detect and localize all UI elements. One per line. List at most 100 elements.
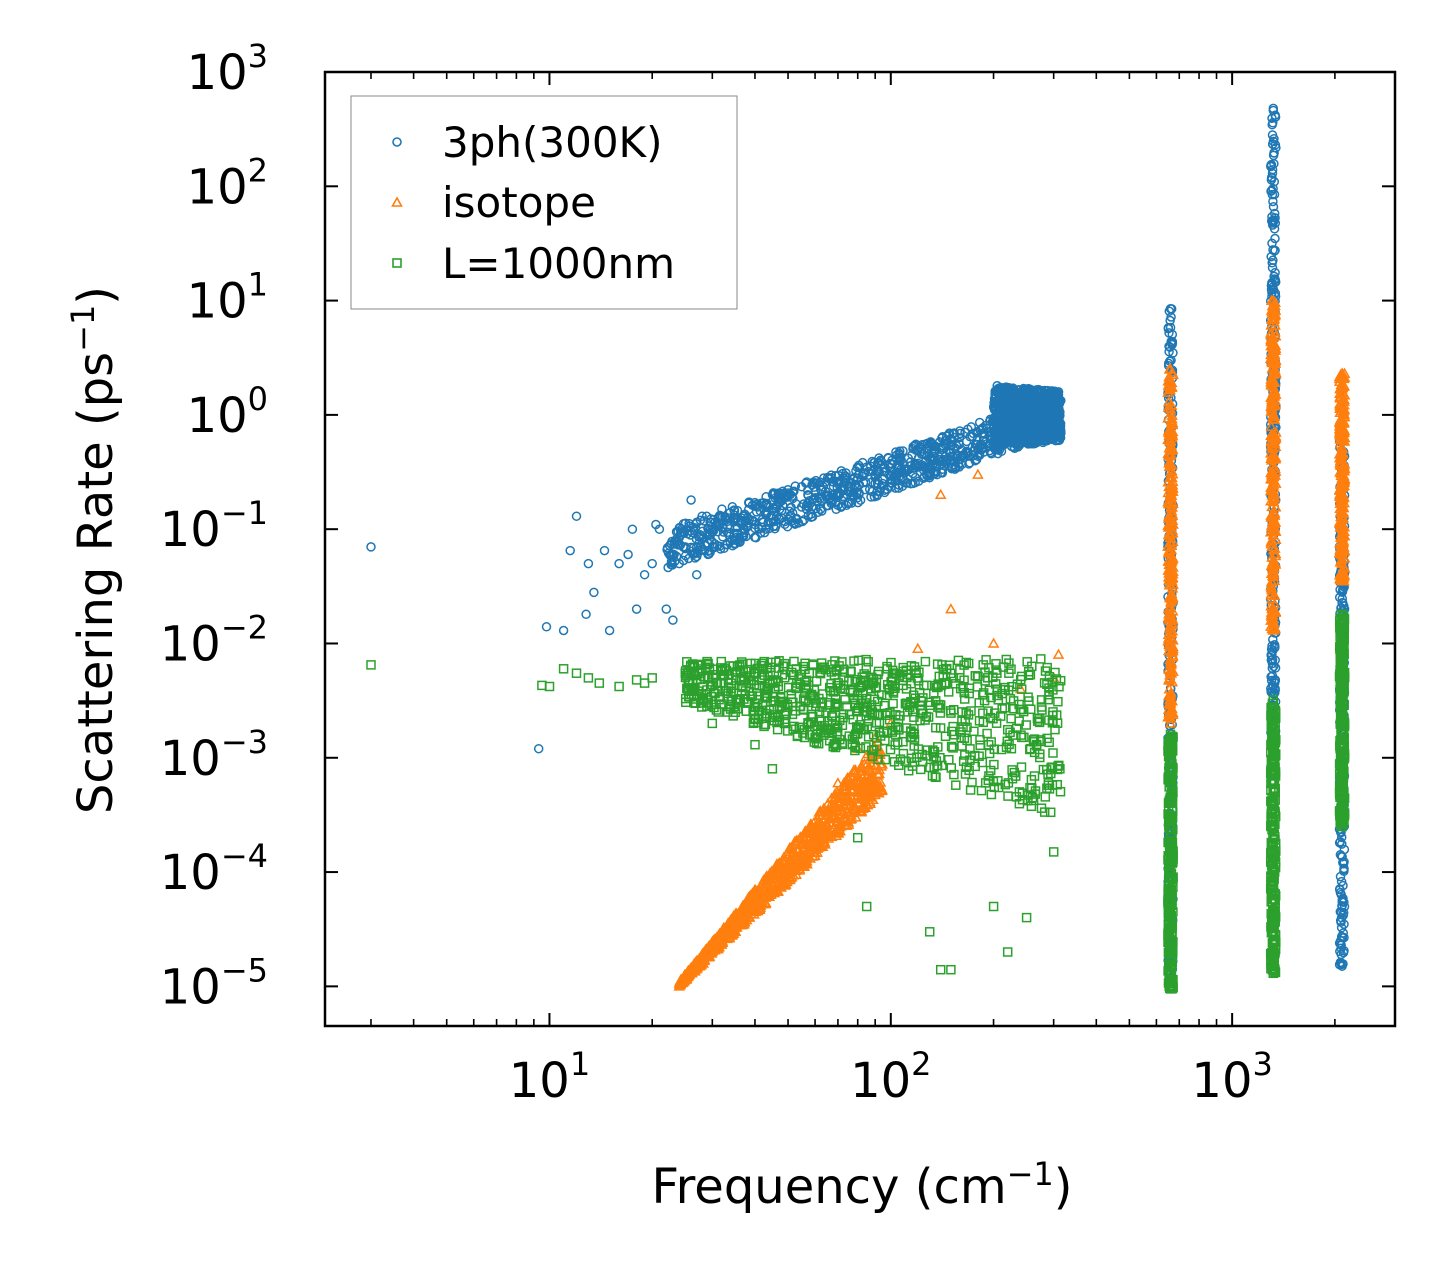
data-point — [1054, 403, 1064, 414]
data-point — [1267, 646, 1278, 656]
data-point — [614, 558, 624, 569]
data-point — [685, 526, 696, 536]
data-point — [924, 469, 935, 479]
data-point — [994, 412, 1004, 422]
data-point — [743, 518, 754, 528]
data-point — [1338, 908, 1349, 918]
data-point — [928, 441, 938, 452]
data-point — [1269, 224, 1280, 234]
data-point — [623, 549, 633, 560]
data-point — [875, 455, 886, 465]
data-point — [1005, 390, 1016, 400]
data-point — [604, 625, 615, 636]
data-point — [988, 427, 999, 437]
data-point — [880, 467, 891, 477]
data-point — [599, 545, 610, 556]
data-point — [771, 521, 781, 531]
data-point — [884, 481, 894, 492]
data-point — [647, 558, 657, 569]
data-point — [864, 484, 875, 495]
data-point — [992, 441, 1003, 451]
data-point — [1335, 836, 1346, 847]
data-point — [854, 462, 865, 473]
data-point — [1336, 913, 1347, 923]
data-point — [1014, 418, 1024, 429]
data-point — [1010, 409, 1020, 420]
data-point — [973, 428, 983, 438]
data-point — [975, 425, 985, 435]
data-point — [1269, 148, 1279, 158]
data-point — [913, 462, 923, 472]
data-point — [639, 569, 650, 580]
data-point — [918, 449, 929, 459]
data-point — [1268, 255, 1278, 266]
data-point — [870, 469, 880, 480]
data-point — [964, 459, 974, 469]
data-point — [815, 477, 825, 487]
data-point — [1005, 409, 1016, 420]
data-point — [817, 506, 827, 516]
data-point — [776, 513, 787, 523]
data-point — [917, 439, 927, 450]
data-point — [565, 545, 575, 556]
data-point — [589, 587, 599, 598]
data-point — [1337, 585, 1348, 595]
data-point — [666, 539, 676, 549]
data-point — [996, 392, 1007, 402]
data-point — [852, 473, 863, 483]
data-point — [1020, 434, 1031, 444]
data-point — [714, 512, 724, 522]
data-point — [1266, 284, 1277, 295]
data-point — [1031, 395, 1041, 405]
data-point — [727, 502, 738, 512]
data-point — [735, 537, 745, 547]
data-point — [1043, 400, 1053, 410]
data-point — [1163, 323, 1174, 334]
data-point — [790, 481, 801, 491]
data-point — [1266, 644, 1277, 654]
data-point — [1269, 208, 1280, 219]
data-point — [1053, 390, 1064, 400]
data-point — [917, 444, 927, 454]
data-point — [853, 497, 863, 508]
data-point — [1335, 871, 1346, 882]
data-point — [680, 542, 691, 552]
data-point — [541, 622, 552, 632]
data-point — [869, 457, 880, 468]
data-point — [940, 456, 951, 467]
data-point — [1267, 168, 1278, 179]
data-point — [712, 540, 723, 551]
data-point — [735, 534, 745, 544]
data-point — [581, 609, 591, 620]
data-point — [843, 498, 853, 509]
data-point — [1268, 245, 1278, 255]
data-point — [955, 454, 965, 465]
data-point — [1267, 641, 1277, 651]
data-point — [1267, 680, 1278, 690]
data-point — [1038, 401, 1049, 411]
data-point — [1030, 437, 1041, 447]
data-point — [1164, 328, 1174, 338]
data-point — [1005, 385, 1016, 396]
data-point — [667, 555, 677, 565]
data-point — [1266, 186, 1276, 197]
data-point — [705, 547, 715, 558]
data-point — [533, 743, 544, 754]
data-point — [1268, 202, 1279, 212]
data-point — [1015, 409, 1026, 419]
data-point — [1336, 943, 1346, 953]
data-point — [1021, 402, 1032, 412]
data-point — [654, 524, 665, 534]
data-point — [750, 519, 760, 530]
data-point — [1266, 280, 1277, 291]
data-point — [886, 466, 896, 477]
data-point — [1005, 425, 1015, 435]
data-point — [1015, 429, 1026, 439]
data-point — [1048, 433, 1058, 443]
data-point — [1336, 832, 1347, 843]
data-point — [1339, 919, 1349, 929]
data-point — [661, 604, 672, 614]
data-point — [787, 491, 797, 501]
data-point — [691, 569, 702, 580]
data-point — [1339, 863, 1349, 874]
